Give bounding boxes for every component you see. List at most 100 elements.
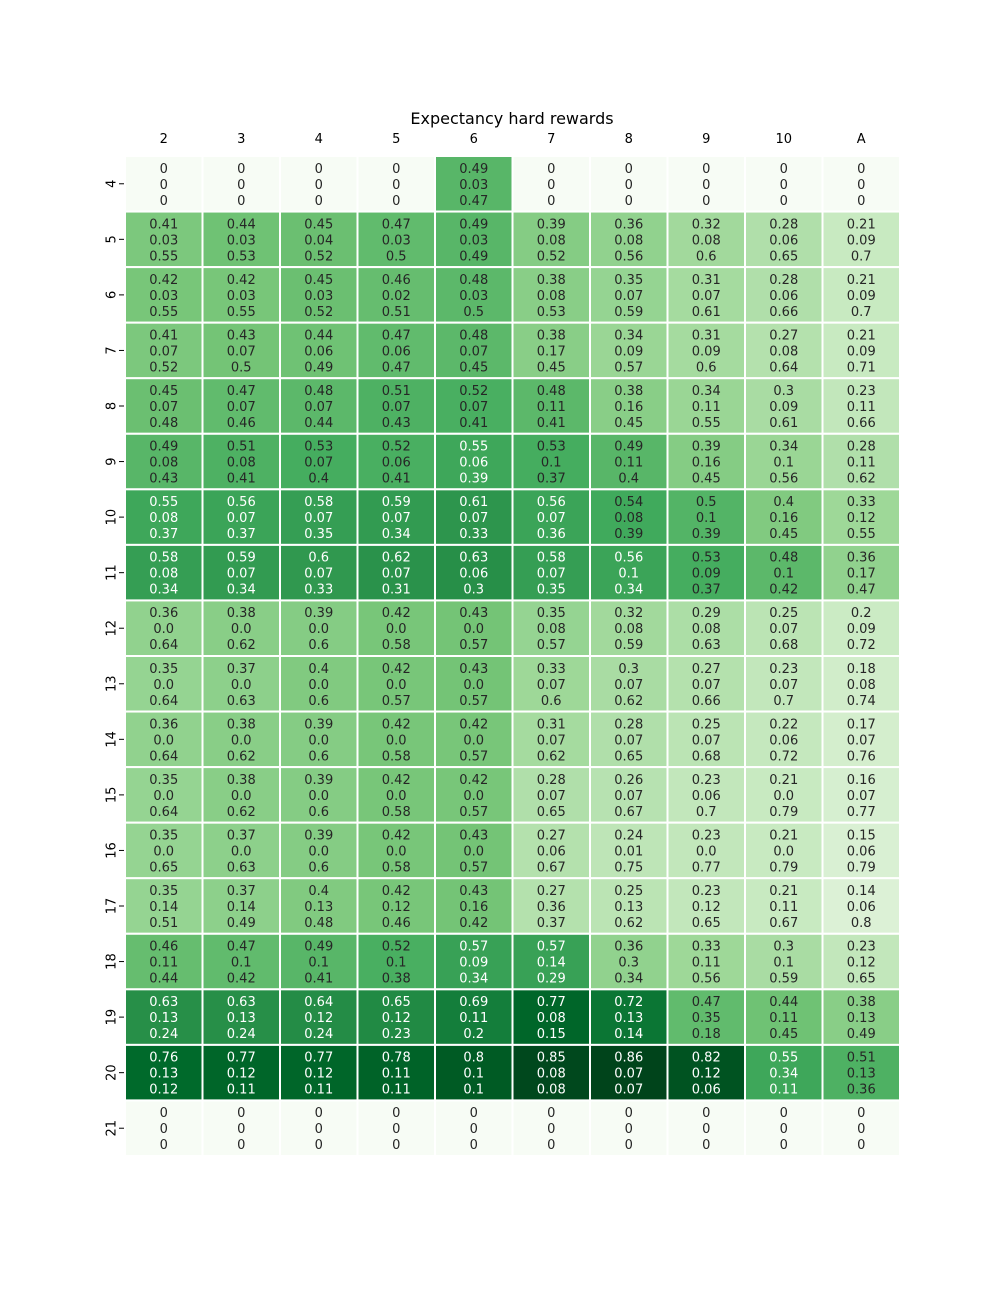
cell-value-label: 0.35 bbox=[537, 583, 566, 598]
cell-value-label: 0 bbox=[470, 1122, 478, 1137]
heatmap-cell bbox=[356, 377, 436, 435]
cell-value-label: 0.08 bbox=[614, 233, 643, 248]
cell-value-label: 0.44 bbox=[769, 995, 798, 1010]
cell-value-label: 0.08 bbox=[537, 1067, 566, 1082]
heatmap-cell bbox=[821, 377, 901, 435]
cell-value-label: 0.52 bbox=[537, 249, 566, 264]
cell-value-label: 0.07 bbox=[692, 289, 721, 304]
cell-value-label: 0.43 bbox=[149, 472, 178, 487]
cell-value-label: 0.56 bbox=[614, 249, 643, 264]
cell-value-label: 0.34 bbox=[227, 583, 256, 598]
cell-value-label: 0.07 bbox=[769, 678, 798, 693]
cell-value-label: 0.34 bbox=[149, 583, 178, 598]
cell-value-label: 0.03 bbox=[459, 289, 488, 304]
cell-value-label: 0.34 bbox=[614, 583, 643, 598]
cell-value-label: 0.62 bbox=[847, 472, 876, 487]
cell-value-label: 0 bbox=[780, 1138, 788, 1153]
cell-value-label: 0.79 bbox=[769, 805, 798, 820]
cell-value-label: 0.24 bbox=[149, 1027, 178, 1042]
cell-value-label: 0.48 bbox=[769, 551, 798, 566]
cell-value-label: 0.27 bbox=[537, 828, 566, 843]
heatmap-cell bbox=[821, 488, 901, 546]
cell-value-label: 0.0 bbox=[308, 622, 329, 637]
cell-value-label: 0 bbox=[160, 162, 168, 177]
heatmap-cell bbox=[279, 988, 359, 1046]
cell-value-label: 0.39 bbox=[614, 527, 643, 542]
cell-value-label: 0.0 bbox=[386, 622, 407, 637]
cell-value-label: 0.11 bbox=[149, 956, 178, 971]
heatmap-cell bbox=[744, 543, 824, 602]
cell-value-label: 0.38 bbox=[537, 328, 566, 343]
cell-value-label: 0.12 bbox=[227, 1067, 256, 1082]
cell-value-label: 0.07 bbox=[227, 567, 256, 582]
heatmap-cell bbox=[666, 821, 746, 880]
heatmap-cell bbox=[821, 655, 901, 713]
heatmap-cell bbox=[821, 432, 901, 491]
cell-value-label: 0.1 bbox=[308, 956, 329, 971]
cell-value-label: 0.08 bbox=[149, 567, 178, 582]
heatmap-cell bbox=[744, 655, 824, 713]
cell-value-label: 0 bbox=[857, 1106, 865, 1121]
cell-value-label: 0.72 bbox=[847, 638, 876, 653]
heatmap-cell bbox=[589, 1099, 669, 1158]
cell-value-label: 0.03 bbox=[149, 289, 178, 304]
cell-value-label: 0.55 bbox=[769, 1051, 798, 1066]
cell-value-label: 0.49 bbox=[614, 440, 643, 455]
y-tick-label: 12 bbox=[105, 620, 120, 637]
cell-value-label: 0.11 bbox=[769, 1011, 798, 1026]
cell-value-label: 0 bbox=[160, 1106, 168, 1121]
cell-value-label: 0.41 bbox=[537, 416, 566, 431]
cell-value-label: 0.12 bbox=[692, 1067, 721, 1082]
heatmap-cell bbox=[666, 710, 746, 769]
cell-value-label: 0.11 bbox=[382, 1067, 411, 1082]
cell-value-label: 0.4 bbox=[618, 472, 639, 487]
cell-value-label: 0.58 bbox=[149, 551, 178, 566]
cell-value-label: 0.49 bbox=[149, 440, 178, 455]
cell-value-label: 0.29 bbox=[692, 606, 721, 621]
heatmap-cell bbox=[434, 266, 514, 324]
cell-value-label: 0.65 bbox=[614, 749, 643, 764]
cell-value-label: 0.06 bbox=[769, 289, 798, 304]
cell-value-label: 0 bbox=[315, 1138, 323, 1153]
cell-value-label: 0.1 bbox=[618, 567, 639, 582]
cell-value-label: 0.36 bbox=[614, 217, 643, 232]
cell-value-label: 0.13 bbox=[614, 900, 643, 915]
cell-value-label: 0 bbox=[780, 178, 788, 193]
y-tick-label: 5 bbox=[105, 235, 120, 243]
heatmap-cell bbox=[821, 543, 901, 602]
cell-value-label: 0 bbox=[625, 1122, 633, 1137]
cell-value-label: 0.55 bbox=[149, 495, 178, 510]
heatmap-cell bbox=[589, 432, 669, 491]
cell-value-label: 0.4 bbox=[308, 662, 329, 677]
cell-value-label: 0.39 bbox=[459, 472, 488, 487]
cell-value-label: 0.06 bbox=[382, 456, 411, 471]
cell-value-label: 0.21 bbox=[769, 884, 798, 899]
cell-value-label: 0.1 bbox=[231, 956, 252, 971]
cell-value-label: 0.09 bbox=[614, 344, 643, 359]
cell-value-label: 0.0 bbox=[463, 678, 484, 693]
heatmap-cell bbox=[821, 877, 901, 935]
cell-value-label: 0.0 bbox=[153, 622, 174, 637]
cell-value-label: 0.28 bbox=[847, 440, 876, 455]
cell-value-label: 0.0 bbox=[773, 844, 794, 859]
cell-value-label: 0.16 bbox=[769, 511, 798, 526]
heatmap-cell bbox=[124, 432, 204, 491]
cell-value-label: 0.52 bbox=[382, 440, 411, 455]
cell-value-label: 0.34 bbox=[692, 384, 721, 399]
cell-value-label: 0.36 bbox=[847, 1083, 876, 1098]
cell-value-label: 0.07 bbox=[537, 733, 566, 748]
cell-value-label: 0 bbox=[237, 194, 245, 209]
cell-value-label: 0.53 bbox=[537, 440, 566, 455]
heatmap-cell bbox=[201, 377, 281, 435]
heatmap-cell bbox=[201, 432, 281, 491]
heatmap-cell bbox=[666, 988, 746, 1046]
heatmap-cell bbox=[124, 321, 204, 380]
cell-value-label: 0.06 bbox=[537, 844, 566, 859]
cell-value-label: 0.39 bbox=[692, 440, 721, 455]
cell-value-label: 0.58 bbox=[304, 495, 333, 510]
heatmap-cell bbox=[434, 877, 514, 935]
cell-value-label: 0.0 bbox=[463, 844, 484, 859]
y-tick-label: 11 bbox=[105, 564, 120, 581]
cell-value-label: 0.0 bbox=[153, 844, 174, 859]
heatmap-cell bbox=[201, 766, 281, 824]
